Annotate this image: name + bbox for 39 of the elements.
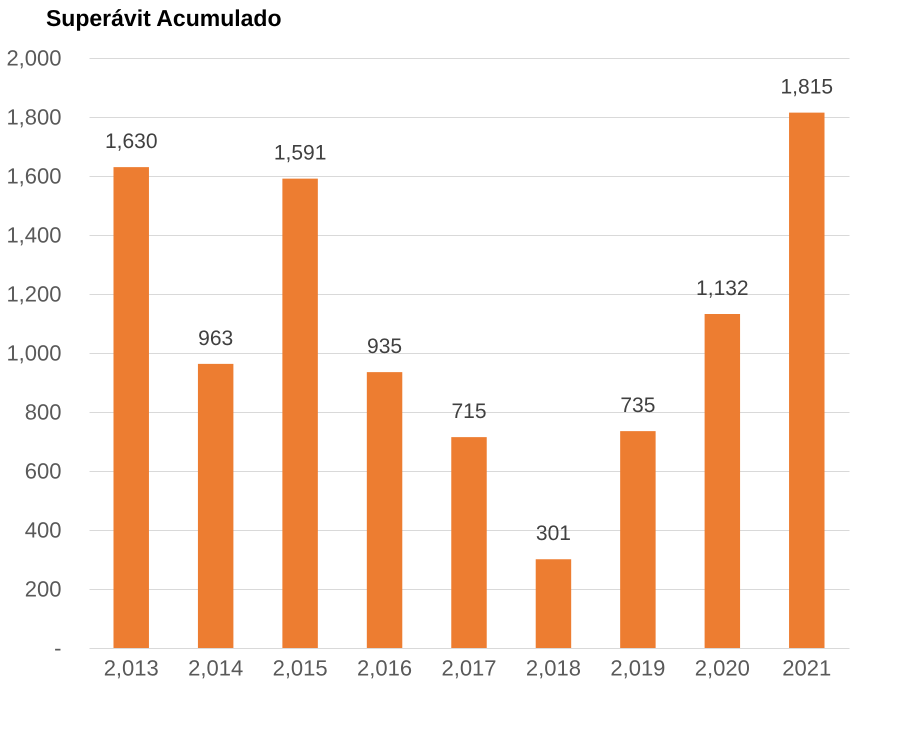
x-tick-label: 2,020	[694, 656, 750, 680]
chart-title: Superávit Acumulado	[46, 5, 282, 31]
y-tick-label: 1,200	[6, 282, 62, 306]
data-label: 735	[620, 394, 656, 418]
y-tick-label: 800	[24, 400, 62, 424]
data-label: 301	[536, 522, 571, 546]
x-tick-label: 2021	[782, 656, 832, 680]
bar	[451, 437, 487, 648]
y-tick-label: 1,400	[6, 222, 62, 248]
x-tick-label: 2,019	[610, 656, 666, 680]
data-label: 1,815	[780, 76, 834, 99]
data-label: 963	[198, 326, 234, 350]
x-tick-label: 2,015	[272, 656, 328, 680]
y-tick-label: 1,000	[6, 340, 62, 366]
y-tick-label: 1,600	[6, 164, 62, 188]
y-tick-label: 2,000	[6, 46, 62, 70]
x-tick-label: 2,018	[526, 656, 581, 680]
bar	[198, 364, 234, 648]
y-tick-label: 1,800	[6, 104, 62, 130]
bar	[282, 178, 318, 648]
bar	[620, 431, 656, 648]
bar	[536, 559, 572, 648]
x-tick-label: 2,016	[357, 656, 412, 680]
x-tick-label: 2,013	[104, 656, 159, 680]
bar	[113, 167, 149, 648]
y-tick-label: 600	[24, 458, 62, 484]
bar	[366, 372, 402, 648]
y-tick-label: 400	[24, 518, 62, 542]
y-tick-label: 200	[24, 576, 62, 602]
bar	[789, 112, 825, 648]
data-label: 1,132	[696, 277, 749, 300]
data-label: 1,591	[274, 142, 326, 165]
bar	[704, 314, 740, 648]
y-tick-label: -	[54, 636, 62, 660]
data-label: 935	[367, 335, 402, 358]
x-tick-label: 2,017	[441, 656, 497, 680]
data-label: 1,630	[104, 130, 158, 154]
x-tick-label: 2,014	[188, 656, 244, 680]
data-label: 715	[451, 400, 487, 424]
